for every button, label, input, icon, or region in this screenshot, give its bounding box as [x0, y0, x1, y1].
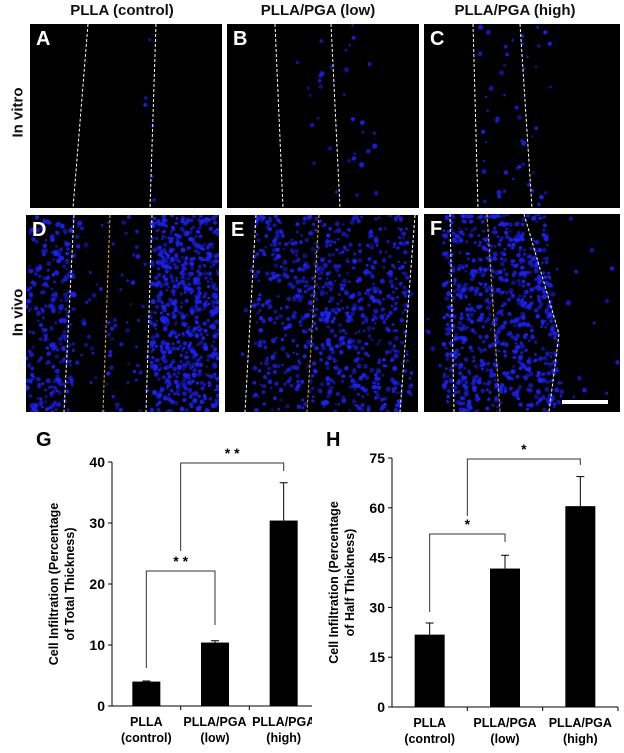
x-tick-label: PLLA/PGA: [252, 715, 312, 729]
bar-chart-h: H Cell Infiltration (Percentage of Half Th…: [300, 420, 624, 748]
panel-letter: A: [36, 28, 51, 50]
x-tick-label: PLLA/PGA: [473, 716, 536, 730]
panel-letter: F: [430, 218, 443, 240]
y-tick-label: 30: [369, 599, 385, 615]
micrograph-panel-f: F: [424, 214, 620, 412]
bar: [132, 681, 161, 706]
x-tick-label: (high): [266, 731, 301, 745]
x-tick-label: (control): [404, 732, 455, 746]
chart-panel-letter: G: [36, 429, 52, 451]
x-tick-label: (control): [121, 731, 172, 745]
chart-panel-letter: H: [326, 429, 340, 451]
y-tick-label: 0: [377, 699, 385, 715]
y-tick-label: 0: [97, 698, 105, 714]
bar: [414, 634, 445, 707]
bar-chart-g: G Cell Infiltration (Percentage of Total T…: [0, 420, 319, 748]
y-tick-label: 10: [89, 637, 105, 653]
column-title-low: PLLA/PGA (low): [260, 2, 376, 19]
x-tick-label: PLLA: [413, 716, 446, 730]
y-tick-label: 45: [369, 550, 385, 566]
x-tick-label: PLLA/PGA: [549, 716, 612, 730]
y-tick-label: 75: [369, 450, 385, 466]
x-tick-label: (low): [200, 731, 229, 745]
panel-letter: E: [231, 219, 245, 241]
significance-marker: * *: [225, 445, 240, 461]
significance-marker: *: [521, 441, 527, 457]
y-tick-label: 15: [369, 649, 385, 665]
micrograph-panel-a: A: [30, 24, 222, 208]
column-title-control: PLLA (control): [70, 2, 174, 19]
panel-letter: D: [32, 219, 47, 241]
x-tick-label: PLLA/PGA: [183, 715, 246, 729]
micrograph-panel-b: B: [227, 24, 419, 208]
y-tick-label: 60: [369, 500, 385, 516]
row-label-in-vitro: In vitro: [9, 87, 27, 138]
column-title-high: PLLA/PGA (high): [454, 2, 576, 19]
micrograph-panel-c: C: [424, 24, 620, 208]
y-axis-label: Cell Infiltration (Percentage: [327, 501, 341, 664]
bar: [565, 506, 596, 707]
micrograph-panel-e: E: [225, 215, 418, 412]
significance-marker: *: [465, 516, 471, 532]
y-axis-label: of Half Thickness): [343, 529, 357, 637]
x-tick-label: (high): [563, 732, 598, 746]
micrograph-panel-d: D: [26, 215, 219, 412]
bar: [201, 642, 229, 706]
y-tick-label: 20: [89, 576, 105, 592]
x-tick-label: (low): [490, 732, 519, 746]
bar: [490, 568, 520, 707]
significance-marker: * *: [173, 553, 188, 569]
scale-bar: [562, 400, 608, 404]
panel-letter: B: [233, 28, 248, 50]
bar: [269, 520, 298, 706]
y-axis-label: Cell Infiltration (Percentage: [47, 503, 61, 666]
y-tick-label: 40: [89, 454, 105, 470]
y-axis-label: of Total Thickness): [63, 528, 77, 641]
x-tick-label: PLLA: [130, 715, 163, 729]
y-tick-label: 30: [89, 515, 105, 531]
row-label-in-vivo: In vivo: [9, 288, 27, 337]
panel-letter: C: [430, 28, 445, 50]
